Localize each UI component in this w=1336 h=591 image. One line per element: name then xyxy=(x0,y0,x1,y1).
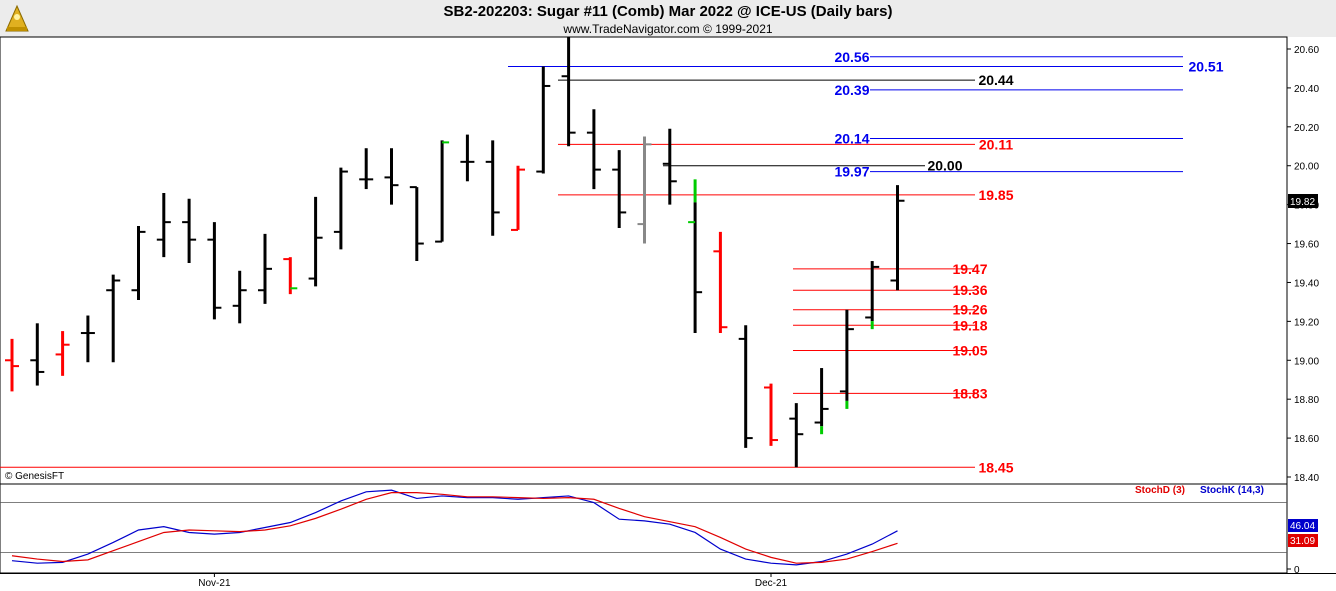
ohlc-bar xyxy=(738,325,753,448)
x-tick-label: Nov-21 xyxy=(198,578,231,589)
ohlc-bar xyxy=(637,136,652,244)
ohlc-bar xyxy=(308,196,323,287)
y-tick-label: 20.60 xyxy=(1294,45,1319,56)
level-label: 19.26 xyxy=(952,302,987,318)
ohlc-bar xyxy=(232,270,247,324)
ohlc-bar xyxy=(131,226,146,300)
legend-stochd: StochD (3) xyxy=(1135,485,1185,496)
y-tick-label: 19.60 xyxy=(1294,240,1319,251)
level-label: 18.83 xyxy=(952,385,987,401)
stochd-last-badge: 31.09 xyxy=(1288,534,1318,547)
legend-stochk: StochK (14,3) xyxy=(1200,485,1264,496)
ohlc-bar xyxy=(30,323,45,386)
y-tick-label: 18.80 xyxy=(1294,395,1319,406)
level-label: 19.18 xyxy=(952,317,987,333)
genesis-logo-icon xyxy=(5,4,29,32)
ohlc-bar xyxy=(435,140,450,243)
ohlc-bar xyxy=(536,66,551,174)
last-price-value: 19.82 xyxy=(1290,197,1315,208)
ohlc-bar xyxy=(586,109,601,190)
ohlc-bar xyxy=(409,186,424,262)
watermark: © GenesisFT xyxy=(5,471,64,482)
chart-subtitle: www.TradeNavigator.com © 1999-2021 xyxy=(563,22,773,36)
level-label: 18.45 xyxy=(978,459,1013,475)
chart-title: SB2-202203: Sugar #11 (Comb) Mar 2022 @ … xyxy=(443,3,893,20)
y-tick-label: 19.40 xyxy=(1294,278,1319,289)
y-tick-label: 18.60 xyxy=(1294,434,1319,445)
ohlc-bar xyxy=(789,403,804,468)
level-label: 20.39 xyxy=(834,82,869,98)
ohlc-bar xyxy=(258,233,272,304)
stochk-last-badge: 46.04 xyxy=(1288,519,1318,532)
level-label: 20.00 xyxy=(927,158,962,174)
stoch-series-line xyxy=(11,492,898,564)
ohlc-bar xyxy=(511,165,525,231)
level-label: 19.97 xyxy=(834,164,869,180)
ohlc-bar xyxy=(283,257,298,295)
stoch-panel-frame xyxy=(0,483,1288,574)
level-label: 19.47 xyxy=(952,261,987,277)
level-label: 19.85 xyxy=(978,187,1013,203)
ohlc-bar xyxy=(764,383,778,446)
ohlc-bar xyxy=(839,309,854,409)
level-label: 19.05 xyxy=(952,343,987,359)
ohlc-bar xyxy=(156,192,171,258)
ohlc-bar xyxy=(333,167,348,250)
ohlc-bar xyxy=(55,331,70,376)
level-label: 20.11 xyxy=(979,136,1013,152)
y-tick-label: 20.20 xyxy=(1294,123,1319,134)
ohlc-bar xyxy=(662,128,677,205)
level-label: 19.36 xyxy=(952,282,987,298)
x-tick-label: Dec-21 xyxy=(755,578,788,589)
price-panel-frame xyxy=(0,36,1288,485)
ohlc-bar xyxy=(182,198,197,263)
ohlc-bar xyxy=(359,148,374,190)
ohlc-bar xyxy=(688,179,703,334)
y-tick-label: 19.00 xyxy=(1294,356,1319,367)
ohlc-bar xyxy=(713,231,728,334)
ohlc-bar xyxy=(561,37,576,147)
ohlc-bar xyxy=(5,338,19,392)
ohlc-bar xyxy=(612,150,627,228)
level-label: 20.51 xyxy=(1188,59,1223,75)
ohlc-bar xyxy=(80,315,95,363)
y-tick-label: 20.00 xyxy=(1294,162,1319,173)
last-price-badge: 19.82 xyxy=(1288,194,1318,208)
y-tick-label: 18.40 xyxy=(1294,473,1319,484)
ohlc-bar xyxy=(460,134,475,182)
stoch-tick-label: 0 xyxy=(1294,565,1300,576)
ohlc-bar xyxy=(814,368,829,435)
ohlc-bar xyxy=(890,185,905,291)
y-tick-label: 19.20 xyxy=(1294,317,1319,328)
stoch-series-line xyxy=(11,489,898,566)
level-label: 20.44 xyxy=(978,72,1013,88)
stochk-last-value: 46.04 xyxy=(1290,521,1315,532)
ohlc-bar xyxy=(384,148,399,205)
chart-header: SB2-202203: Sugar #11 (Comb) Mar 2022 @ … xyxy=(0,0,1336,37)
ohlc-bar xyxy=(865,261,880,330)
level-label: 20.56 xyxy=(834,49,869,65)
ohlc-bar xyxy=(485,140,500,236)
ohlc-bar xyxy=(207,222,222,320)
stochd-last-value: 31.09 xyxy=(1290,536,1315,547)
ohlc-bar xyxy=(106,274,121,363)
y-tick-label: 20.40 xyxy=(1294,84,1319,95)
level-label: 20.14 xyxy=(834,130,869,146)
